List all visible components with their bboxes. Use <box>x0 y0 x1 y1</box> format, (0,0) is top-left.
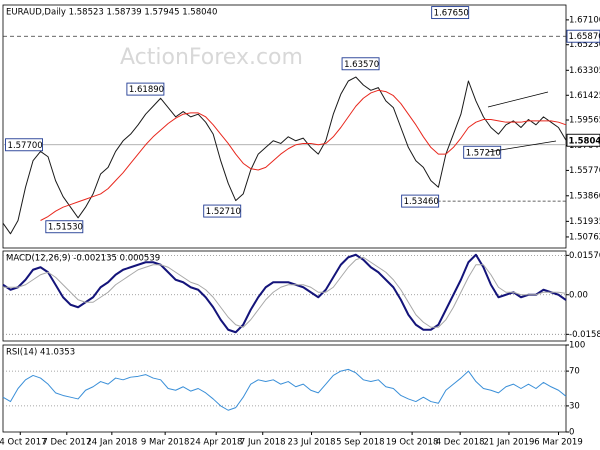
panel-frame <box>2 4 567 249</box>
annotation-label: 1.51530 <box>48 223 83 233</box>
annotation-box <box>45 220 84 234</box>
y-tick-label: 1.59565 <box>569 115 600 125</box>
x-tick-label: 6 Mar 2019 <box>534 438 582 448</box>
annotation-box <box>401 194 440 208</box>
annotation-label: 1.57210 <box>466 148 501 158</box>
annotation-label: 1.53460 <box>404 197 439 207</box>
price-marker <box>566 29 600 43</box>
x-tick-label: 23 Jul 2018 <box>287 438 335 448</box>
annotation-box <box>126 82 165 96</box>
price-marker-label: 1.65870 <box>569 32 600 42</box>
x-tick-label: 24 Oct 2017 <box>0 438 47 448</box>
y-tick-label: 100 <box>569 341 585 351</box>
y-tick-label: 1.65230 <box>569 40 600 50</box>
annotation-box <box>341 57 380 71</box>
watermark: ActionForex.com <box>120 45 303 70</box>
channel-lower <box>487 140 557 153</box>
annotation-label: 1.67650 <box>434 9 469 19</box>
y-tick-label: -0.015834 <box>569 330 600 340</box>
y-tick-label: 0.015762 <box>569 251 600 261</box>
annotation-label: 1.61890 <box>129 85 164 95</box>
x-tick-label: 4 Dec 2018 <box>436 438 485 448</box>
annotation-label: 1.63570 <box>344 60 379 70</box>
y-tick-label: 1.53860 <box>569 191 600 201</box>
annotation-box <box>463 145 502 159</box>
x-tick-label: 21 Jan 2019 <box>483 438 534 448</box>
panel-frame <box>2 344 567 433</box>
series-line <box>2 76 567 235</box>
panel-title: MACD(12,26,9) -0.002135 0.000539 <box>6 254 160 264</box>
panel-frame <box>2 250 567 342</box>
channel-upper <box>487 91 549 108</box>
x-tick-label: 19 Oct 2018 <box>386 438 439 448</box>
annotation-box <box>203 204 242 218</box>
panel-title: RSI(14) 41.0353 <box>6 348 75 358</box>
y-tick-label: 1.51935 <box>569 217 600 227</box>
y-tick-label: 1.50762 <box>569 232 600 242</box>
price-marker <box>566 133 600 147</box>
y-tick-label: 0 <box>569 428 574 438</box>
price-marker-label: 1.58040 <box>569 136 600 146</box>
x-tick-label: 9 Mar 2018 <box>141 438 189 448</box>
y-tick-label: 1.63305 <box>569 66 600 76</box>
y-tick-label: 0.00 <box>569 290 588 300</box>
y-tick-label: 1.67100 <box>569 15 600 25</box>
annotation-box <box>5 138 43 152</box>
series-line <box>2 368 567 411</box>
y-tick-label: 70 <box>569 367 580 377</box>
y-tick-label: 1.61425 <box>569 91 600 101</box>
annotation-label: 1.57700 <box>8 141 43 151</box>
panel-title: EURAUD,Daily 1.58523 1.58739 1.57945 1.5… <box>6 8 217 18</box>
series-line <box>3 256 567 328</box>
series-line <box>40 89 567 221</box>
x-tick-label: 5 Sep 2018 <box>336 438 384 448</box>
x-tick-label: 24 Apr 2018 <box>190 438 243 448</box>
annotation-label: 1.52710 <box>206 207 241 217</box>
series-line <box>2 253 567 334</box>
x-tick-label: 7 Jun 2018 <box>240 438 286 448</box>
annotation-box <box>431 6 470 20</box>
x-tick-label: 7 Dec 2017 <box>42 438 91 448</box>
x-tick-label: 24 Jan 2018 <box>86 438 137 448</box>
y-tick-label: 30 <box>569 401 580 411</box>
y-tick-label: 1.55770 <box>569 166 600 176</box>
